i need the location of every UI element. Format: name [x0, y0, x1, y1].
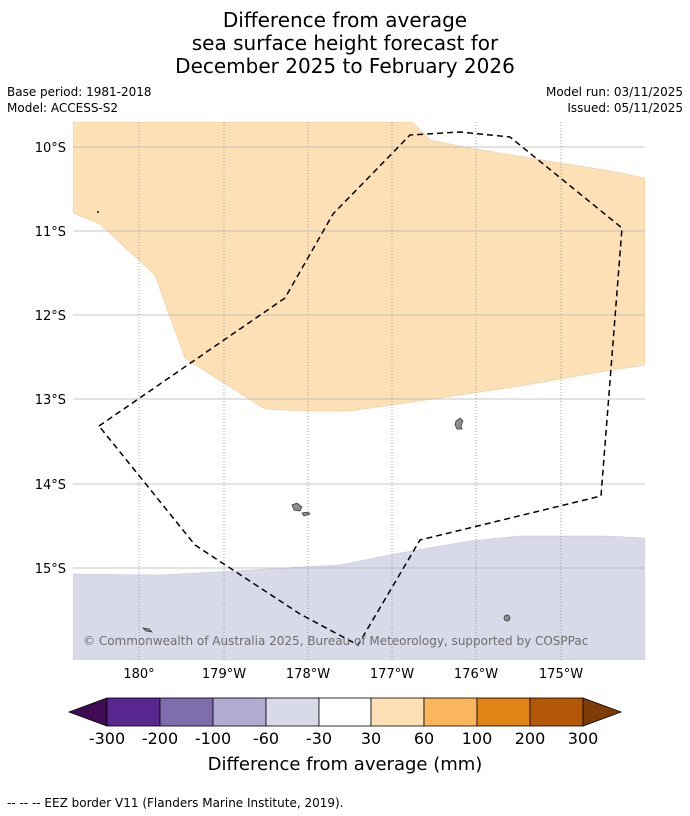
colorbar-tick: 30 [361, 729, 381, 748]
colorbar-bin-6 [370, 697, 425, 727]
latitude-labels: 10°S 11°S 12°S 13°S 14°S 15°S [35, 141, 66, 577]
model-name: Model: ACCESS-S2 [7, 101, 119, 115]
lon-label-179w: 179°W [202, 667, 246, 682]
lon-label-180: 180° [123, 667, 154, 682]
colorbar-bin-7 [423, 697, 478, 727]
island-northwest [96, 210, 100, 214]
title-line-1: Difference from average [222, 8, 468, 32]
colorbar-tick: -100 [195, 729, 231, 748]
colorbar-tick: 60 [414, 729, 434, 748]
lon-label-177w: 177°W [370, 667, 414, 682]
colorbar-ticks: -300 -200 -100 -60 -30 30 60 100 200 300 [89, 729, 598, 748]
colorbar: -300 -200 -100 -60 -30 30 60 100 200 300… [67, 697, 623, 775]
lon-label-175w: 175°W [539, 667, 583, 682]
island-southwest [141, 627, 154, 633]
meta-left: Base period: 1981-2018 Model: ACCESS-S2 [7, 84, 152, 116]
meta-right: Model run: 03/11/2025 Issued: 05/11/2025 [546, 84, 683, 116]
base-period: Base period: 1981-2018 [7, 85, 152, 99]
island-west-small [301, 511, 311, 517]
anomaly-region-negative [73, 535, 645, 660]
colorbar-tick: 300 [568, 729, 599, 748]
model-run: Model run: 03/11/2025 [545, 85, 683, 99]
islands [96, 210, 511, 633]
lat-label-12s: 12°S [35, 309, 66, 324]
map-title: Difference from average sea surface heig… [0, 9, 690, 78]
lat-label-13s: 13°S [35, 393, 66, 408]
colorbar-bin-9 [529, 697, 584, 727]
colorbar-tick: 200 [515, 729, 546, 748]
title-line-2: sea surface height forecast for [191, 31, 499, 55]
colorbar-tick: -200 [142, 729, 178, 748]
anomaly-region-positive [73, 122, 645, 412]
colorbar-bin-5 [318, 697, 372, 727]
title-line-3: December 2025 to February 2026 [175, 54, 515, 78]
colorbar-tick: 100 [462, 729, 493, 748]
colorbar-tick: -300 [89, 729, 125, 748]
issued-date: Issued: 05/11/2025 [567, 101, 683, 115]
colorbar-bin-4 [265, 697, 320, 727]
colorbar-bin-1 [106, 697, 161, 727]
map-area: © Commonwealth of Australia 2025, Bureau… [73, 122, 645, 660]
lat-label-14s: 14°S [35, 478, 66, 493]
latitude-gridlines [73, 146, 645, 569]
eez-border [97, 131, 623, 647]
colorbar-bin-3 [212, 697, 267, 727]
lat-label-15s: 15°S [35, 562, 66, 577]
lon-label-178w: 178°W [286, 667, 330, 682]
island-west-main [291, 502, 303, 512]
lat-label-11s: 11°S [35, 225, 66, 240]
lon-label-176w: 176°W [454, 667, 498, 682]
colorbar-title: Difference from average (mm) [208, 754, 483, 775]
lat-label-10s: 10°S [35, 141, 66, 156]
colorbar-bin-8 [476, 697, 531, 727]
eez-legend: -- -- -- EEZ border V11 (Flanders Marine… [7, 796, 344, 810]
colorbar-bin-2 [159, 697, 214, 727]
colorbar-tick: -30 [306, 729, 332, 748]
colorbar-tick: -60 [253, 729, 279, 748]
colorbar-extend-high [582, 697, 623, 727]
island-southeast [503, 614, 511, 622]
island-east [454, 417, 464, 430]
longitude-labels: 180° 179°W 178°W 177°W 176°W 175°W [123, 667, 583, 682]
copyright-text: © Commonwealth of Australia 2025, Bureau… [83, 634, 588, 648]
colorbar-extend-low [67, 697, 108, 727]
